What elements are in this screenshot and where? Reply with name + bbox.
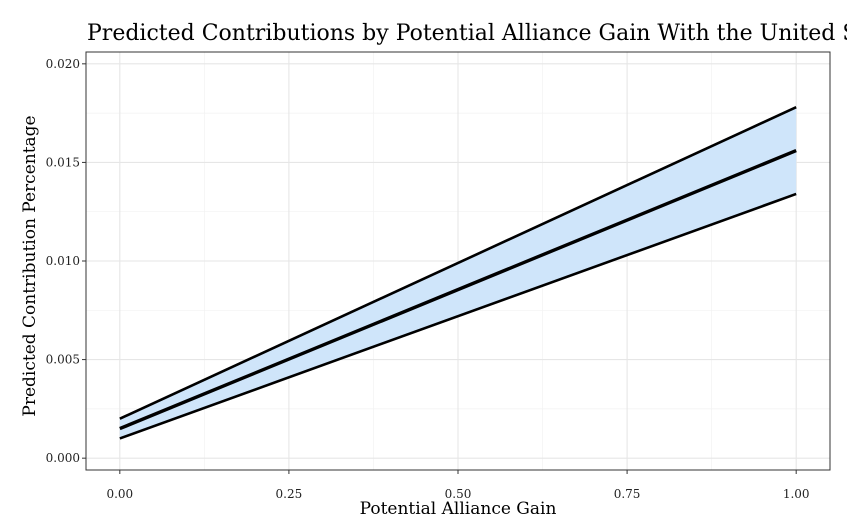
y-tick-label: 0.000 — [46, 451, 80, 465]
y-axis-title: Predicted Contribution Percentage — [20, 115, 40, 416]
estimate-line — [119, 149, 797, 431]
y-tick-label: 0.015 — [46, 155, 80, 169]
x-tick-label: 1.00 — [783, 487, 810, 501]
confidence-ribbon — [119, 107, 797, 439]
x-axis: 0.00 0.25 0.50 0.75 1.00 — [106, 470, 810, 501]
x-tick-label: 0.75 — [614, 487, 641, 501]
y-tick-label: 0.010 — [46, 254, 80, 268]
x-tick-label: 0.25 — [276, 487, 303, 501]
y-tick-label: 0.005 — [46, 353, 80, 367]
x-tick-label: 0.00 — [106, 487, 133, 501]
y-axis: 0.000 0.005 0.010 0.015 0.020 — [46, 57, 86, 465]
x-tick-label: 0.50 — [445, 487, 472, 501]
lower-bound-line — [119, 192, 797, 440]
chart-title: Predicted Contributions by Potential All… — [87, 21, 847, 46]
x-axis-title: Potential Alliance Gain — [360, 499, 557, 519]
y-tick-label: 0.020 — [46, 57, 80, 71]
upper-bound-line — [119, 106, 797, 420]
